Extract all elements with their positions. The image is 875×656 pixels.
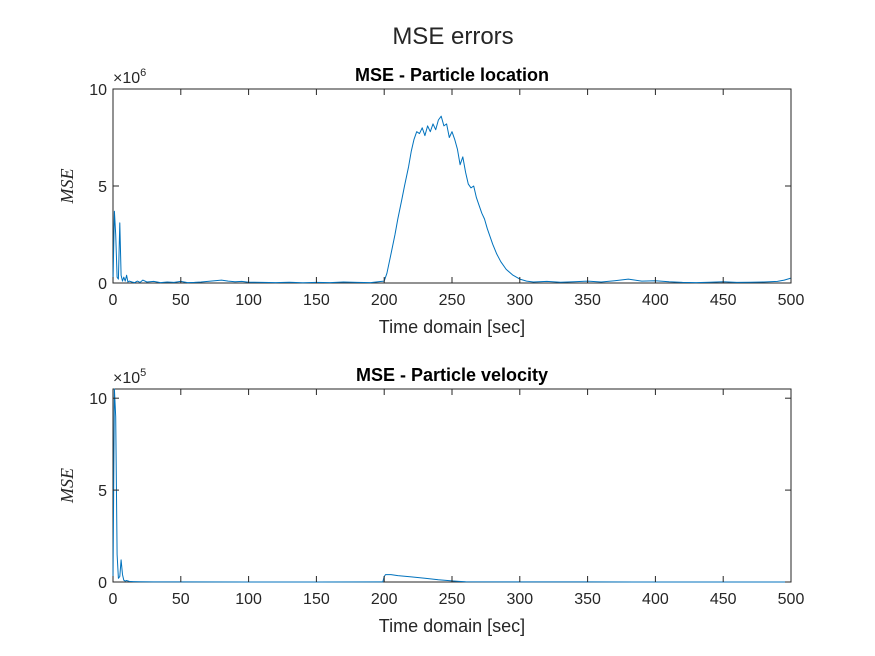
particle-velocity-x-tick-label: 350 (574, 591, 601, 608)
particle-velocity-y-tick-label: 5 (98, 483, 107, 500)
particle-location-x-tick-label: 350 (574, 292, 601, 309)
particle-location-x-tick-label: 400 (642, 292, 669, 309)
particle-velocity-title: MSE - Particle velocity (356, 365, 548, 385)
particle-velocity-x-tick-label: 250 (439, 591, 466, 608)
particle-location-x-tick-label: 150 (303, 292, 330, 309)
particle-location-y-tick-label: 0 (98, 276, 107, 293)
particle-location-x-tick-label: 250 (439, 292, 466, 309)
particle-velocity-x-tick-label: 500 (778, 591, 805, 608)
particle-location-y-tick-label: 5 (98, 179, 107, 196)
particle-velocity-y-tick-label: 10 (89, 391, 107, 408)
particle-velocity-x-tick-label: 150 (303, 591, 330, 608)
particle-location-x-tick-label: 450 (710, 292, 737, 309)
particle-velocity-x-tick-label: 0 (109, 591, 118, 608)
particle-location-x-axis-label: Time domain [sec] (379, 317, 525, 337)
axes-particle-velocity: 0 50 100 150 200 250 300 350 400 450 500 0 5 10 ×105 MS… (57, 365, 804, 636)
figure-title: MSE errors (392, 23, 513, 50)
particle-velocity-x-axis-label: Time domain [sec] (379, 616, 525, 636)
particle-velocity-series-line (112, 388, 791, 583)
particle-velocity-x-tick-label: 400 (642, 591, 669, 608)
particle-velocity-x-tick-label: 300 (506, 591, 533, 608)
particle-location-x-tick-label: 500 (778, 292, 805, 309)
axes-particle-location: 0 50 100 150 200 250 300 350 400 450 500 0 5 10 ×106 MS… (57, 65, 804, 337)
particle-location-y-tick-label: 10 (89, 82, 107, 99)
particle-velocity-x-tick-label: 50 (172, 591, 190, 608)
particle-location-x-tick-label: 300 (506, 292, 533, 309)
particle-location-series-line (112, 115, 792, 284)
particle-location-title: MSE - Particle location (355, 65, 549, 85)
particle-velocity-x-tick-label: 450 (710, 591, 737, 608)
particle-location-y-axis-label: MSE (57, 169, 77, 205)
particle-location-x-tick-label: 200 (371, 292, 398, 309)
particle-velocity-exponent-label: ×105 (113, 367, 146, 387)
particle-location-x-tick-label: 0 (109, 292, 118, 309)
particle-location-x-tick-label: 100 (235, 292, 262, 309)
particle-velocity-y-tick-label: 0 (98, 575, 107, 592)
particle-velocity-y-axis-label: MSE (57, 468, 77, 504)
particle-velocity-x-tick-label: 100 (235, 591, 262, 608)
particle-velocity-x-tick-label: 200 (371, 591, 398, 608)
particle-location-x-tick-label: 50 (172, 292, 190, 309)
particle-location-exponent-label: ×106 (113, 67, 146, 87)
